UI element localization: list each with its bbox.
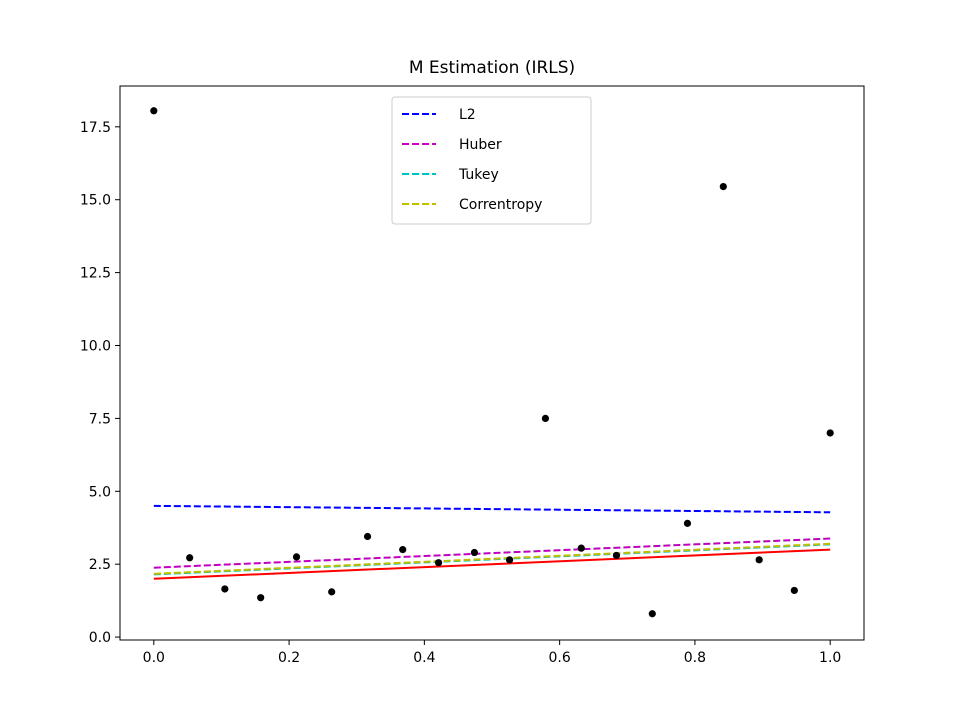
data-point [719, 182, 727, 191]
y-tick-label: 17.5 [80, 120, 111, 136]
plot-frame [119, 85, 865, 641]
x-tick-label: 0.2 [278, 650, 300, 666]
data-point [541, 414, 550, 422]
x-axis: 0.0 0.2 0.4 0.6 0.8 1.0 [143, 640, 841, 666]
y-tick-label: 7.5 [89, 411, 111, 427]
data-point [328, 588, 336, 596]
series-lines [153, 504, 831, 576]
data-points [150, 107, 834, 618]
data-point [826, 429, 834, 437]
y-tick-label: 5.0 [89, 484, 111, 500]
legend-label: Correntropy [459, 197, 542, 213]
legend-label: Huber [459, 137, 502, 153]
data-point [434, 559, 443, 567]
series-line-huber [153, 537, 831, 569]
data-point [505, 556, 514, 564]
y-tick-label: 2.5 [89, 557, 111, 573]
data-point [470, 548, 479, 557]
legend: L2 Huber Tukey Correntropy [391, 96, 592, 225]
y-tick-label: 10.0 [80, 339, 111, 355]
data-point [577, 544, 585, 552]
series-line-correntropy [153, 542, 831, 575]
data-point [186, 554, 194, 562]
series-line-l2 [153, 504, 831, 514]
x-tick-label: 0.8 [684, 650, 706, 666]
data-point [790, 586, 798, 595]
data-point [221, 585, 229, 593]
data-point [683, 519, 692, 527]
legend-box [391, 96, 592, 225]
y-tick-label: 15.0 [80, 193, 111, 209]
y-tick-label: 12.5 [80, 266, 111, 282]
y-axis: 0.0 2.5 5.0 7.5 10.0 12.5 15.0 17.5 [80, 120, 120, 646]
data-point [648, 610, 656, 618]
data-point [755, 556, 763, 564]
data-point [150, 107, 158, 115]
legend-label: Tukey [458, 167, 499, 183]
x-tick-label: 0.6 [549, 650, 571, 666]
x-tick-label: 0.4 [413, 650, 435, 666]
true-line [153, 548, 831, 580]
data-point [363, 532, 372, 541]
data-point [257, 594, 265, 602]
data-point [612, 551, 621, 560]
x-tick-label: 1.0 [819, 650, 841, 666]
y-tick-label: 0.0 [89, 630, 111, 646]
legend-label: L2 [459, 107, 476, 123]
data-point [399, 546, 407, 554]
data-point [292, 553, 301, 561]
chart-title: M Estimation (IRLS) [409, 58, 575, 78]
x-tick-label: 0.0 [143, 650, 165, 666]
true-line-segment [153, 548, 831, 580]
